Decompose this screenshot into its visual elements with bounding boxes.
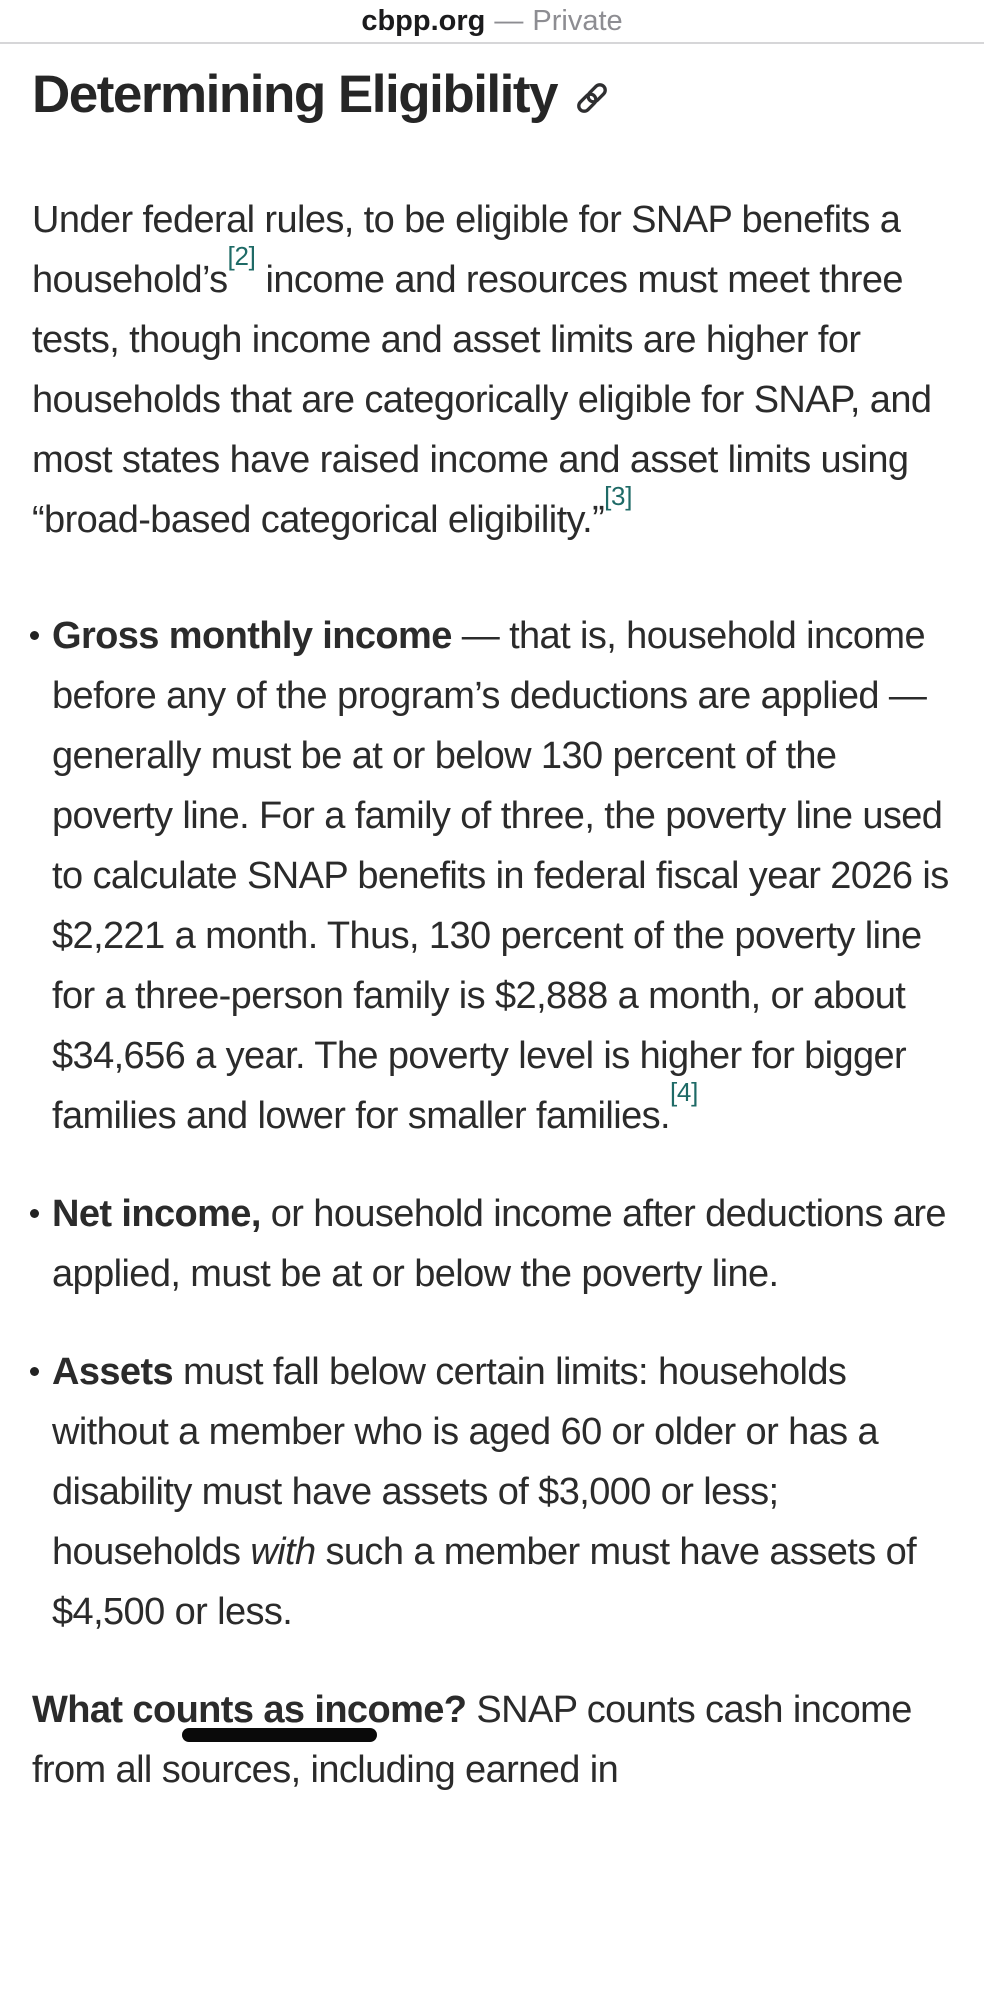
article-content: Determining Eligibility Under federal ru… [0, 44, 984, 1800]
text-segment: SNAP counts cash income from all sources… [32, 1689, 912, 1791]
private-mode-label: Private [532, 4, 623, 37]
tap-underline-marker [182, 1728, 377, 1742]
text-segment: What counts as income? [32, 1689, 467, 1731]
text-segment: or household income after deductions are… [52, 1193, 947, 1295]
what-counts-as-income-paragraph: What counts as income? SNAP counts cash … [32, 1680, 950, 1800]
address-bar-domain: cbpp.org [361, 4, 486, 37]
address-bar-divider [0, 42, 984, 44]
text-segment: with [250, 1531, 316, 1573]
text-segment: — that is, household income before any o… [52, 615, 949, 1137]
list-item-assets: Assets must fall below certain limits: h… [30, 1342, 950, 1642]
address-bar-separator: — [494, 4, 524, 37]
section-heading-row: Determining Eligibility [32, 62, 950, 128]
text-segment: Assets [52, 1351, 174, 1393]
text-segment: must fall below certain limits: househol… [52, 1351, 879, 1573]
text-segment: such a member must have assets of $4,500… [52, 1531, 917, 1633]
browser-address-bar[interactable]: cbpp.org — Private [0, 0, 984, 42]
footnote-link[interactable]: [2] [227, 241, 256, 272]
text-segment: Gross monthly income [52, 615, 452, 657]
footnote-link[interactable]: [4] [669, 1077, 698, 1108]
link-icon[interactable] [573, 79, 611, 122]
footnote-link[interactable]: [3] [604, 481, 633, 512]
page-title: Determining Eligibility [32, 65, 559, 124]
list-item-net-income: Net income, or household income after de… [30, 1184, 950, 1304]
list-item-gross-monthly-income: Gross monthly income — that is, househol… [30, 606, 950, 1146]
text-segment: Net income, [52, 1193, 261, 1235]
text-segment: Under federal rules, to be eligible for … [32, 199, 901, 301]
text-segment: income and resources must meet three tes… [32, 259, 932, 541]
intro-paragraph: Under federal rules, to be eligible for … [32, 190, 950, 550]
eligibility-tests-list: Gross monthly income — that is, househol… [30, 606, 950, 1642]
